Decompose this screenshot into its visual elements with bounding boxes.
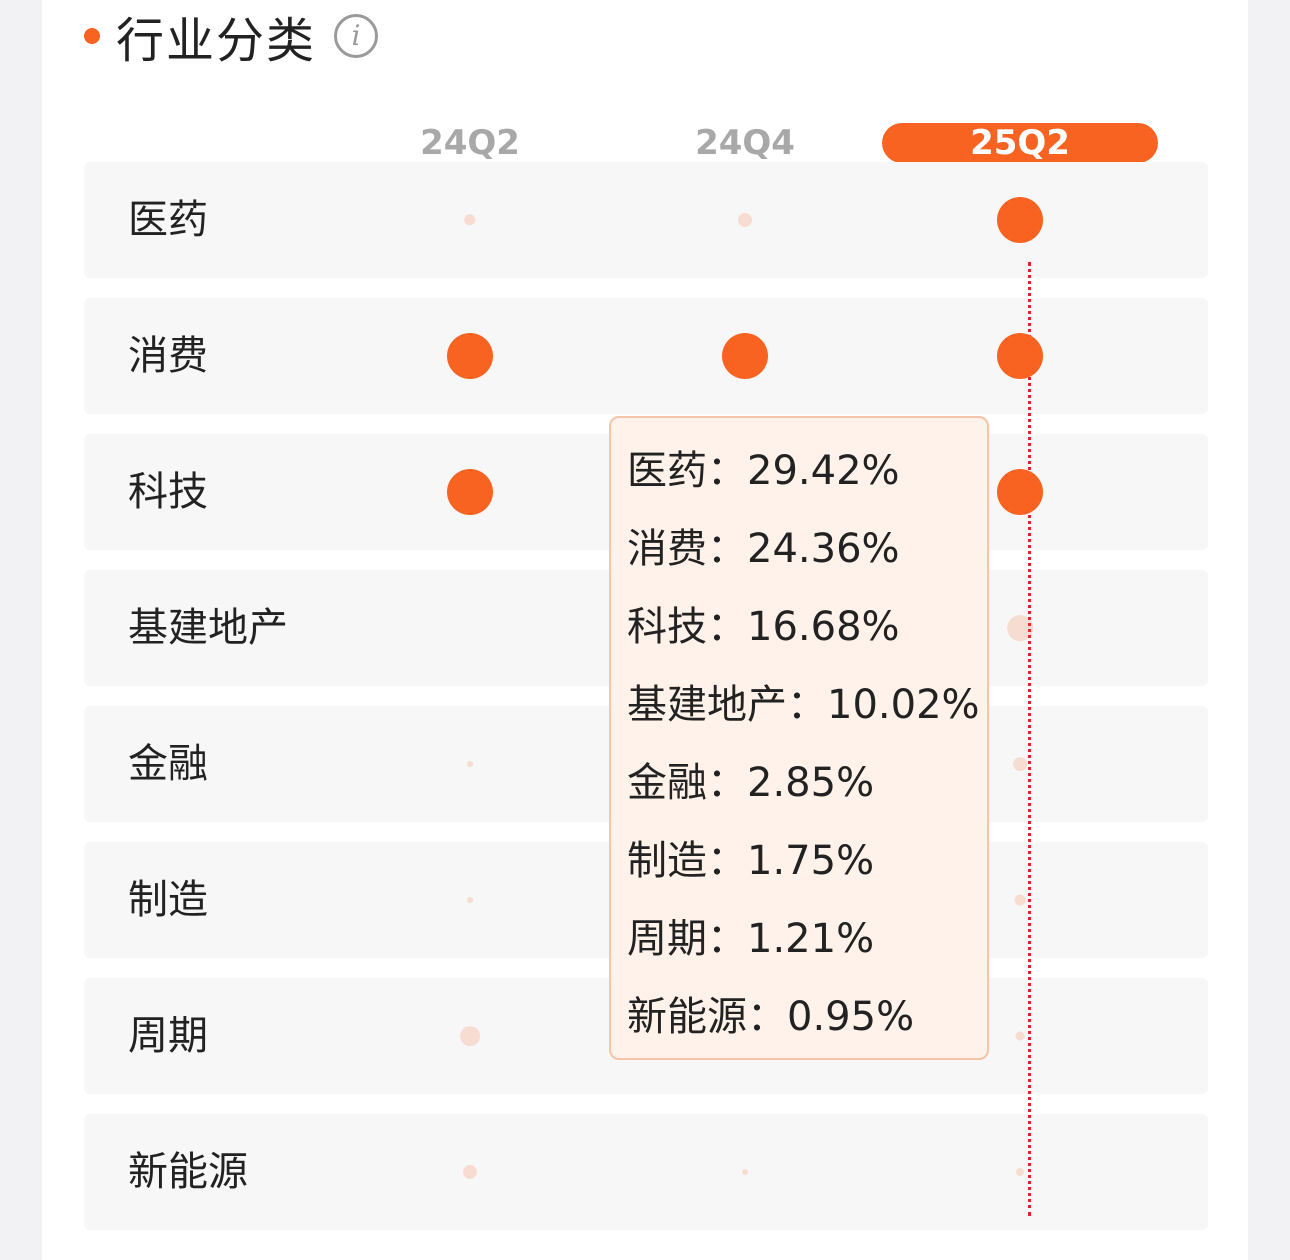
dot-25q2-消费[interactable] — [997, 333, 1043, 379]
dot-24q2-金融[interactable] — [467, 761, 473, 767]
tooltip-item-name: 医药： — [627, 448, 747, 494]
tooltip-item-name: 科技： — [627, 604, 747, 650]
dot-24q2-制造[interactable] — [467, 897, 473, 903]
tooltip-item-value: 1.75% — [747, 838, 875, 884]
tooltip-item: 医药：29.42% — [627, 432, 900, 510]
dot-25q2-金融[interactable] — [1013, 757, 1027, 771]
table-row: 新能源 — [84, 1114, 1208, 1230]
tooltip-item-value: 16.68% — [747, 604, 900, 650]
row-label: 基建地产 — [128, 605, 288, 651]
selected-column-guide-line — [1028, 262, 1031, 1216]
dot-25q2-周期[interactable] — [1015, 1031, 1025, 1041]
section-header: 行业分类 i — [84, 0, 379, 72]
tooltip-item: 金融：2.85% — [627, 744, 874, 822]
column-header-24q2[interactable]: 24Q2 — [420, 123, 520, 163]
tooltip-item: 基建地产：10.02% — [627, 666, 980, 744]
row-label: 科技 — [128, 469, 208, 515]
tooltip-item-name: 周期： — [627, 916, 747, 962]
dot-25q2-制造[interactable] — [1014, 894, 1026, 906]
section-title: 行业分类 — [116, 13, 317, 69]
dot-24q2-医药[interactable] — [464, 214, 476, 226]
dot-24q2-消费[interactable] — [447, 333, 493, 379]
dot-24q4-医药[interactable] — [737, 212, 753, 228]
tooltip-item-name: 新能源： — [627, 994, 787, 1040]
dot-24q4-新能源[interactable] — [742, 1169, 748, 1175]
tooltip-item-name: 制造： — [627, 838, 747, 884]
row-label: 金融 — [128, 741, 208, 787]
tooltip-item-name: 消费： — [627, 526, 747, 572]
tooltip: 医药：29.42% 消费：24.36% 科技：16.68% 基建地产：10.02% 金融… — [609, 416, 989, 1060]
row-label: 医药 — [128, 197, 208, 243]
tooltip-item-value: 2.85% — [747, 760, 875, 806]
dot-25q2-基建地产[interactable] — [1007, 615, 1033, 641]
info-icon[interactable]: i — [334, 14, 379, 58]
tooltip-item: 消费：24.36% — [627, 510, 900, 588]
tooltip-item: 周期：1.21% — [627, 900, 874, 978]
tooltip-item-value: 0.95% — [787, 994, 915, 1040]
tooltip-item: 制造：1.75% — [627, 822, 874, 900]
row-label: 新能源 — [128, 1149, 248, 1195]
dot-24q4-消费[interactable] — [722, 333, 768, 379]
tooltip-item-value: 10.02% — [827, 682, 980, 728]
row-label: 消费 — [128, 333, 208, 379]
dot-25q2-新能源[interactable] — [1016, 1168, 1024, 1176]
row-label: 制造 — [128, 877, 208, 923]
tooltip-item: 新能源：0.95% — [627, 978, 914, 1056]
dot-25q2-医药[interactable] — [997, 197, 1043, 243]
column-header-24q4[interactable]: 24Q4 — [695, 123, 795, 163]
dot-25q2-科技[interactable] — [997, 469, 1043, 515]
tooltip-item-value: 29.42% — [747, 448, 900, 494]
tooltip-item-name: 基建地产： — [627, 682, 827, 728]
title-bullet — [84, 28, 100, 44]
dot-24q2-科技[interactable] — [447, 469, 493, 515]
tooltip-item-value: 24.36% — [747, 526, 900, 572]
dot-24q2-周期[interactable] — [460, 1026, 480, 1046]
tooltip-item: 科技：16.68% — [627, 588, 900, 666]
row-label: 周期 — [128, 1013, 208, 1059]
dot-24q2-新能源[interactable] — [462, 1164, 478, 1180]
column-header-25q2[interactable]: 25Q2 — [882, 123, 1158, 163]
tooltip-item-value: 1.21% — [747, 916, 875, 962]
tooltip-item-name: 金融： — [627, 760, 747, 806]
